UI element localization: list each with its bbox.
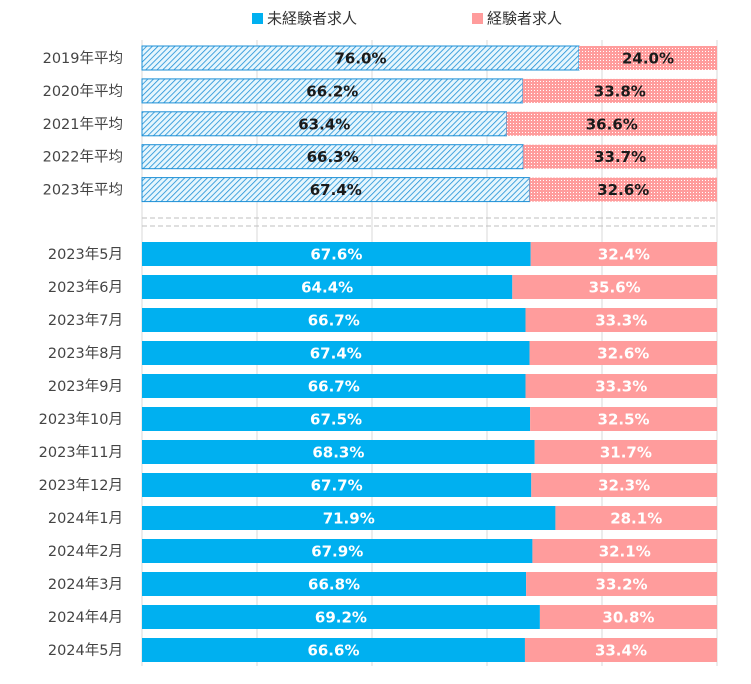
bar-inexperienced [142,473,532,497]
bar-experienced [555,506,717,530]
bar-inexperienced [142,440,535,464]
data-label-experienced: 33.3% [595,378,647,396]
bar-experienced [579,46,717,70]
data-label-inexperienced: 66.7% [308,312,360,330]
data-label-inexperienced: 63.4% [298,115,350,133]
data-label-inexperienced: 76.0% [334,50,386,68]
category-label: 2023年8月 [48,345,123,362]
data-label-experienced: 35.6% [589,279,641,297]
bar-inexperienced [142,539,533,563]
data-label-inexperienced: 64.4% [301,279,353,297]
data-label-inexperienced: 69.2% [315,609,367,627]
bar-inexperienced [142,638,525,662]
bar-inexperienced [142,341,530,365]
legend-label: 未経験者求人 [267,10,357,28]
bar-experienced [522,78,717,103]
bar-experienced [534,440,717,464]
bar-inexperienced [142,308,526,332]
bar-experienced [526,572,717,596]
data-label-inexperienced: 66.6% [307,642,359,660]
bar-inexperienced [142,605,540,629]
bar-experienced [525,374,717,398]
data-label-inexperienced: 67.5% [310,411,362,429]
category-label: 2020年平均 [43,83,123,100]
data-label-inexperienced: 66.8% [308,576,360,594]
category-label: 2022年平均 [43,149,123,166]
data-label-experienced: 32.1% [599,543,651,561]
bar-experienced [525,308,717,332]
category-label: 2019年平均 [43,50,123,67]
data-label-experienced: 33.4% [595,642,647,660]
bar-inexperienced [142,407,531,431]
data-label-experienced: 30.8% [602,609,654,627]
data-label-experienced: 28.1% [610,510,662,528]
bar-experienced [539,605,717,629]
data-label-experienced: 31.7% [600,444,652,462]
bar-experienced [506,111,717,136]
data-label-experienced: 32.4% [598,246,650,264]
bar-experienced [530,242,717,266]
bar-experienced [523,144,717,169]
bar-experienced [530,407,717,431]
bar-inexperienced [141,45,580,71]
labels-layer: 2019年平均 76.0% 24.0% 2020年平均 66.2% 33.8% 2021年平… [39,50,674,660]
category-label: 2024年3月 [48,576,123,593]
legend-swatch [252,13,263,24]
category-label: 2023年6月 [48,279,123,296]
data-label-inexperienced: 67.4% [310,181,362,199]
data-label-experienced: 36.6% [586,115,638,133]
category-label: 2023年平均 [43,182,123,199]
category-label: 2023年12月 [39,477,123,494]
category-label: 2023年5月 [48,246,123,263]
category-label: 2023年9月 [48,378,123,395]
bar-experienced [529,177,717,202]
data-label-inexperienced: 67.6% [310,246,362,264]
bar-inexperienced [141,78,524,104]
data-label-inexperienced: 67.7% [311,477,363,495]
data-label-experienced: 32.5% [598,411,650,429]
data-label-inexperienced: 66.7% [308,378,360,396]
data-label-inexperienced: 66.3% [307,148,359,166]
category-label: 2023年11月 [39,444,123,461]
bars-layer [141,45,717,662]
bar-experienced [529,341,717,365]
bar-experienced [531,473,717,497]
category-label: 2024年2月 [48,543,123,560]
bar-inexperienced [142,374,526,398]
data-label-experienced: 32.3% [598,477,650,495]
data-label-inexperienced: 68.3% [312,444,364,462]
data-label-inexperienced: 66.2% [306,82,358,100]
data-label-inexperienced: 67.4% [310,345,362,363]
category-label: 2024年4月 [48,609,123,626]
data-label-experienced: 24.0% [622,50,674,68]
bar-inexperienced [142,506,556,530]
data-label-experienced: 33.2% [596,576,648,594]
data-label-experienced: 33.7% [594,148,646,166]
bar-experienced [524,638,717,662]
data-label-experienced: 33.3% [595,312,647,330]
category-label: 2023年7月 [48,312,123,329]
bar-inexperienced [141,111,508,137]
bar-experienced [512,275,717,299]
data-label-inexperienced: 67.9% [311,543,363,561]
category-label: 2021年平均 [43,116,123,133]
category-label: 2024年1月 [48,510,123,527]
legend: 未経験者求人 経験者求人 [252,10,562,28]
data-label-experienced: 32.6% [597,345,649,363]
bar-inexperienced [142,242,531,266]
category-label: 2024年5月 [48,642,123,659]
category-label: 2023年10月 [39,411,123,428]
data-label-experienced: 32.6% [597,181,649,199]
bar-experienced [532,539,717,563]
bar-inexperienced [142,275,513,299]
bar-inexperienced [141,144,524,170]
legend-swatch [472,13,483,24]
data-label-experienced: 33.8% [594,82,646,100]
legend-label: 経験者求人 [487,10,562,28]
data-label-inexperienced: 71.9% [323,510,375,528]
bar-inexperienced [142,572,527,596]
